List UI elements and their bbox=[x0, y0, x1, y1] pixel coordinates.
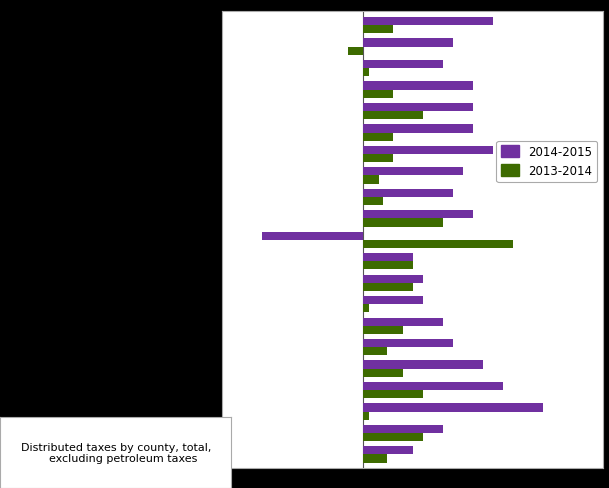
Bar bbox=[348, 47, 362, 56]
Bar bbox=[362, 305, 368, 313]
Bar bbox=[362, 103, 473, 112]
Bar bbox=[362, 262, 413, 270]
Bar bbox=[362, 240, 513, 248]
Bar bbox=[362, 26, 393, 34]
Bar bbox=[362, 40, 452, 47]
Bar bbox=[362, 412, 368, 420]
Bar bbox=[362, 318, 443, 326]
Bar bbox=[362, 347, 387, 356]
Bar bbox=[362, 275, 423, 283]
Bar bbox=[362, 254, 413, 262]
Text: Distributed taxes by county, total,
    excluding petroleum taxes: Distributed taxes by county, total, excl… bbox=[21, 442, 211, 464]
Bar bbox=[362, 454, 387, 463]
Bar bbox=[362, 211, 473, 219]
Bar bbox=[362, 447, 413, 454]
Bar bbox=[362, 155, 393, 163]
Bar bbox=[362, 219, 443, 227]
Bar bbox=[362, 404, 543, 412]
Bar bbox=[362, 425, 443, 433]
Bar bbox=[362, 297, 423, 305]
Bar bbox=[362, 189, 452, 198]
Bar bbox=[362, 18, 493, 26]
Bar bbox=[362, 125, 473, 133]
Bar bbox=[362, 82, 473, 90]
Legend: 2014-2015, 2013-2014: 2014-2015, 2013-2014 bbox=[496, 142, 597, 183]
Bar bbox=[362, 90, 393, 99]
Bar bbox=[362, 168, 463, 176]
Bar bbox=[362, 133, 393, 142]
Bar bbox=[362, 146, 493, 155]
Bar bbox=[362, 339, 452, 347]
Bar bbox=[362, 69, 368, 77]
Bar bbox=[362, 433, 423, 441]
Bar bbox=[362, 361, 483, 369]
Bar bbox=[362, 176, 379, 184]
Bar bbox=[362, 390, 423, 398]
Bar bbox=[362, 112, 423, 120]
Bar bbox=[362, 326, 403, 334]
Bar bbox=[362, 198, 382, 205]
Bar bbox=[362, 61, 443, 69]
Bar bbox=[362, 382, 503, 390]
Bar bbox=[262, 232, 362, 240]
Bar bbox=[362, 283, 413, 291]
Bar bbox=[362, 369, 403, 377]
